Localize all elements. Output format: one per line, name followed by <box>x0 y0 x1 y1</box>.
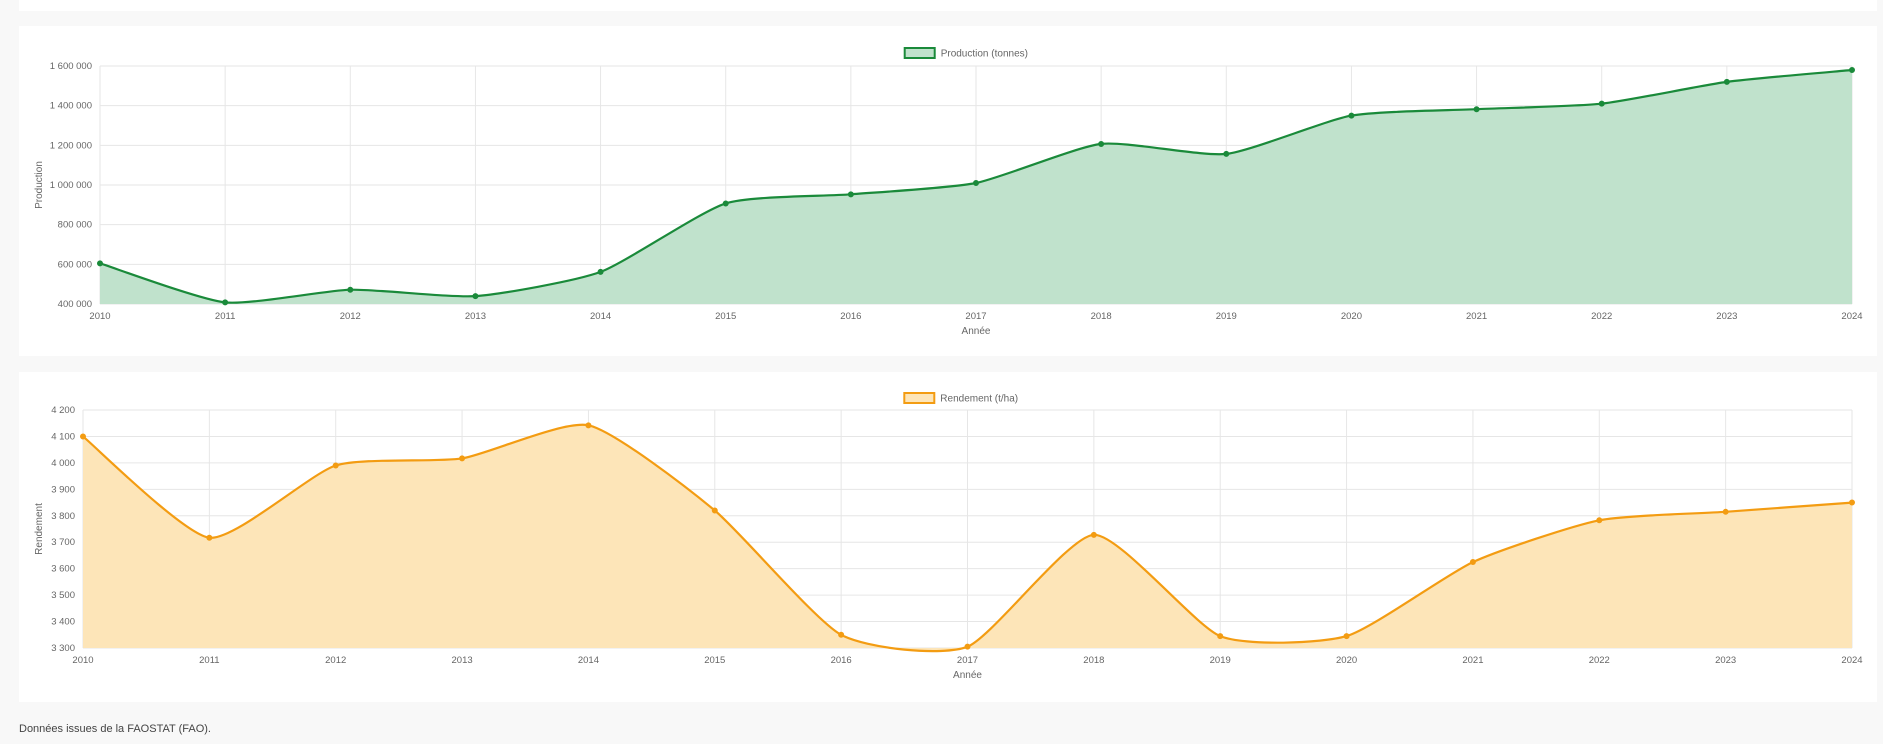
data-point <box>1348 112 1355 119</box>
x-tick-label: 2017 <box>965 311 986 322</box>
production-chart: 400 000 600 000 800 000 1 000 000 1 200 000 1… <box>34 47 1863 337</box>
y-axis-title: Rendement <box>34 503 45 555</box>
x-tick-label: 2016 <box>840 311 861 322</box>
x-tick-label: 2010 <box>72 655 93 666</box>
x-tick-label: 2018 <box>1091 311 1112 322</box>
data-point <box>332 462 339 469</box>
y-tick-label: 600 000 <box>58 259 92 270</box>
x-tick-label: 2020 <box>1336 655 1357 666</box>
y-tick-label: 1 000 000 <box>50 180 92 191</box>
data-point <box>97 260 103 267</box>
data-point <box>1849 499 1855 506</box>
y-tick-label: 1 600 000 <box>50 61 92 72</box>
y-tick-label: 400 000 <box>58 299 92 310</box>
data-point <box>222 299 229 306</box>
x-tick-label: 2018 <box>1083 655 1104 666</box>
x-tick-label: 2012 <box>325 655 346 666</box>
data-point <box>1473 106 1480 113</box>
chart-card-top <box>19 0 1877 11</box>
data-point <box>472 293 479 300</box>
data-point <box>722 200 729 207</box>
y-tick-label: 4 200 <box>51 405 75 416</box>
y-tick-label: 4 100 <box>51 431 75 442</box>
x-axis-title: Année <box>953 670 982 681</box>
rendement-chart-card: 3 300 3 400 3 500 3 600 3 700 3 800 3 900 4 000… <box>19 372 1877 702</box>
data-point <box>459 455 466 462</box>
data-point <box>1469 559 1476 566</box>
y-tick-label: 3 500 <box>51 590 75 601</box>
data-point <box>206 534 213 541</box>
legend-swatch <box>903 392 936 404</box>
data-point <box>973 180 979 187</box>
y-tick-label: 1 400 000 <box>50 101 92 112</box>
x-tick-label: 2021 <box>1462 655 1483 666</box>
data-point <box>1596 517 1603 524</box>
x-tick-label: 2019 <box>1210 655 1231 666</box>
x-tick-label: 2024 <box>1841 311 1862 322</box>
x-tick-label: 2022 <box>1589 655 1610 666</box>
data-point <box>847 191 854 198</box>
data-point <box>1723 78 1730 85</box>
y-tick-label: 800 000 <box>58 220 92 231</box>
x-tick-label: 2021 <box>1466 311 1487 322</box>
x-tick-label: 2010 <box>89 311 110 322</box>
data-point <box>964 643 971 650</box>
legend-label: Rendement (t/ha) <box>940 394 1018 405</box>
data-point <box>1849 66 1855 73</box>
data-point <box>1598 100 1605 107</box>
data-point <box>347 286 354 293</box>
y-tick-label: 3 800 <box>51 511 75 522</box>
rendement-chart: 3 300 3 400 3 500 3 600 3 700 3 800 3 900 4 000… <box>34 392 1863 681</box>
data-point <box>80 433 86 440</box>
data-point <box>711 507 718 514</box>
x-tick-label: 2015 <box>715 311 736 322</box>
x-tick-label: 2014 <box>578 655 599 666</box>
x-tick-label: 2023 <box>1715 655 1736 666</box>
data-point <box>1722 508 1729 515</box>
data-source-note: Données issues de la FAOSTAT (FAO). <box>19 723 211 735</box>
production-chart-card: 400 000 600 000 800 000 1 000 000 1 200 000 1… <box>19 26 1877 356</box>
data-point <box>1098 140 1105 147</box>
y-tick-label: 3 700 <box>51 537 75 548</box>
x-tick-label: 2014 <box>590 311 611 322</box>
y-tick-label: 1 200 000 <box>50 140 92 151</box>
y-tick-label: 3 900 <box>51 484 75 495</box>
y-tick-label: 3 300 <box>51 643 75 654</box>
data-point <box>1217 633 1224 640</box>
data-point <box>1343 633 1350 640</box>
x-tick-label: 2023 <box>1716 311 1737 322</box>
x-tick-label: 2011 <box>215 311 235 322</box>
y-tick-label: 3 600 <box>51 564 75 575</box>
series-area <box>83 424 1852 652</box>
data-point <box>838 631 845 638</box>
x-tick-label: 2011 <box>199 655 219 666</box>
x-tick-label: 2022 <box>1591 311 1612 322</box>
data-point <box>1223 150 1230 157</box>
y-axis-title: Production <box>34 161 45 209</box>
x-tick-label: 2013 <box>465 311 486 322</box>
x-tick-label: 2013 <box>452 655 473 666</box>
legend-swatch <box>903 47 936 59</box>
x-tick-label: 2015 <box>704 655 725 666</box>
x-tick-label: 2019 <box>1216 311 1237 322</box>
x-tick-label: 2012 <box>340 311 361 322</box>
y-tick-label: 4 000 <box>51 458 75 469</box>
x-axis-title: Année <box>962 326 991 337</box>
x-tick-label: 2024 <box>1841 655 1862 666</box>
y-tick-label: 3 400 <box>51 617 75 628</box>
x-tick-label: 2016 <box>831 655 852 666</box>
series-area <box>100 70 1852 304</box>
data-point <box>597 268 604 275</box>
legend-label: Production (tonnes) <box>941 49 1028 60</box>
x-tick-label: 2017 <box>957 655 978 666</box>
data-point <box>585 422 592 429</box>
x-tick-label: 2020 <box>1341 311 1362 322</box>
data-point <box>1090 531 1097 538</box>
